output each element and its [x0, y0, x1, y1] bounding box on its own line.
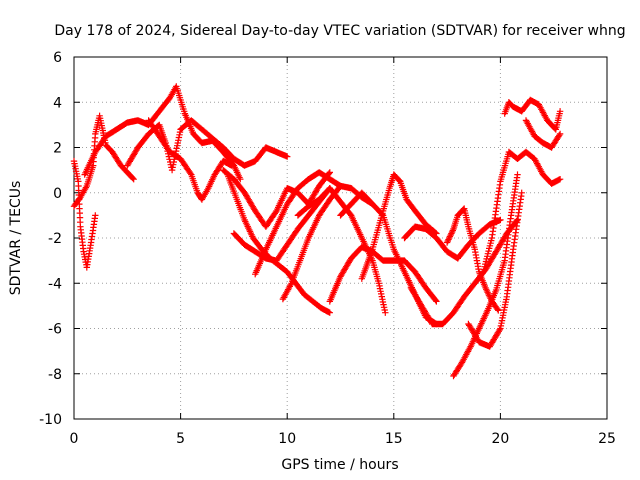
series-arc-12 — [326, 243, 440, 305]
series-arc-4 — [124, 117, 291, 174]
series-markers — [450, 171, 521, 380]
series-markers — [522, 117, 564, 151]
x-tick-label: 15 — [385, 431, 403, 447]
y-tick-label: -4 — [48, 276, 62, 292]
x-axis-label: GPS time / hours — [281, 457, 398, 473]
series-markers — [279, 182, 376, 303]
y-tick-label: -6 — [48, 322, 62, 338]
series-arc-9 — [252, 169, 344, 278]
series-arc-22 — [522, 117, 564, 151]
y-tick-label: 4 — [53, 95, 62, 111]
y-tick-label: -2 — [48, 231, 62, 247]
x-tick-label: 0 — [70, 431, 79, 447]
y-tick-label: -10 — [39, 412, 62, 428]
series-arc-5 — [145, 117, 235, 203]
series-arc-1 — [70, 157, 99, 271]
series-arc-15 — [401, 216, 504, 262]
series-markers — [401, 216, 504, 262]
series-markers — [70, 157, 99, 271]
x-tick-label: 5 — [176, 431, 185, 447]
grid — [74, 57, 607, 419]
series-markers — [501, 96, 564, 133]
y-tick-label: 6 — [53, 50, 62, 66]
series-arc-14 — [358, 171, 440, 282]
series-markers — [358, 171, 440, 282]
series-markers — [145, 117, 235, 203]
y-tick-label: -8 — [48, 367, 62, 383]
series-arc-19 — [465, 189, 525, 350]
series-arc-10 — [279, 182, 376, 303]
series-markers — [326, 243, 440, 305]
y-axis-label: SDTVAR / TECUs — [8, 181, 24, 296]
series-arc-20 — [480, 148, 564, 276]
series-markers — [252, 169, 344, 278]
y-tick-label: 2 — [53, 141, 62, 157]
data-marks — [70, 83, 564, 380]
chart-title: Day 178 of 2024, Sidereal Day-to-day VTE… — [54, 23, 625, 39]
x-tick-label: 10 — [278, 431, 296, 447]
x-tick-label: 20 — [491, 431, 509, 447]
x-tick-label: 25 — [598, 431, 616, 447]
axis-ticks — [73, 56, 608, 420]
series-markers — [480, 148, 564, 276]
series-markers — [124, 117, 291, 174]
series-markers — [465, 189, 525, 350]
plot-frame — [73, 56, 608, 420]
series-arc-21 — [501, 96, 564, 133]
y-tick-label: 0 — [53, 186, 62, 202]
series-arc-18 — [450, 171, 521, 380]
